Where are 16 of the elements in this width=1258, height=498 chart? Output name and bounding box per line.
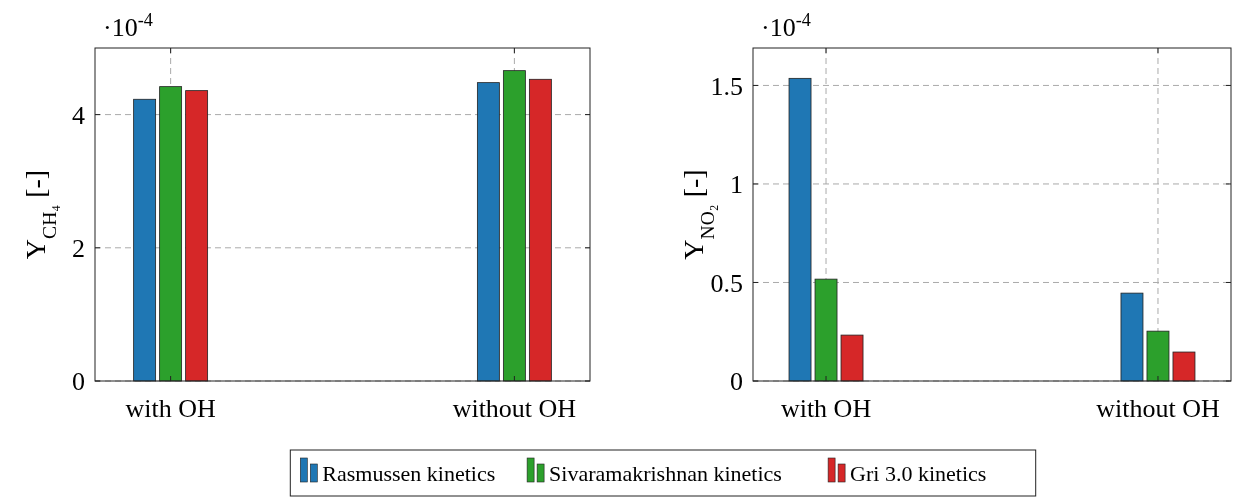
- y-tick-label: 0: [730, 367, 743, 397]
- y-tick-label: 0: [72, 367, 85, 397]
- legend-label: Rasmussen kinetics: [322, 461, 496, 486]
- y-tick-label: 2: [72, 233, 85, 263]
- y-tick-label: 1.5: [710, 71, 743, 101]
- x-tick-label: with OH: [125, 394, 216, 423]
- y-tick-label: 0.5: [710, 268, 743, 298]
- x-tick-label: with OH: [780, 394, 872, 423]
- text: ·10$^{-4}$: [761, 10, 811, 42]
- x-tick-label: without OH: [1096, 394, 1220, 423]
- legend-label: Sivaramakrishnan kinetics: [549, 461, 782, 486]
- legend-label: Gri 3.0 kinetics: [850, 461, 987, 486]
- x-tick-label: without OH: [452, 394, 577, 423]
- y-tick-label: 4: [72, 100, 85, 130]
- y-tick-label: 1: [730, 170, 743, 200]
- text: ·10$^{-4}$: [103, 10, 153, 42]
